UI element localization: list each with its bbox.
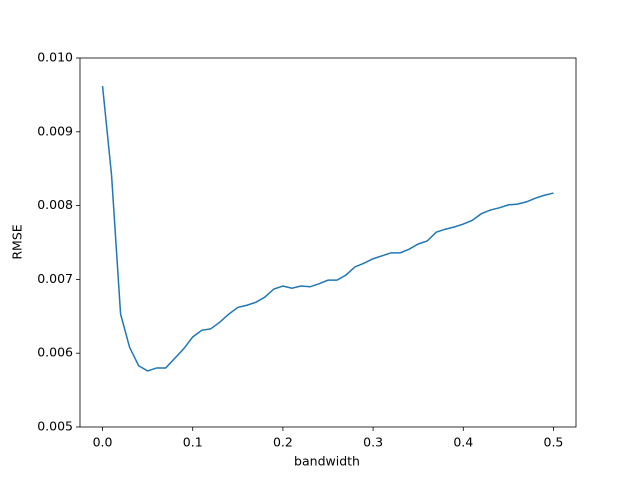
x-axis-label: bandwidth: [294, 454, 360, 469]
y-tick-label: 0.010: [37, 50, 73, 65]
y-tick-label: 0.008: [37, 197, 73, 212]
y-tick-label: 0.009: [37, 123, 73, 138]
x-tick-label: 0.3: [363, 435, 383, 450]
x-tick-label: 0.2: [273, 435, 293, 450]
x-tick-label: 0.4: [453, 435, 473, 450]
x-tick-label: 0.5: [544, 435, 564, 450]
x-tick-label: 0.1: [183, 435, 203, 450]
y-tick-label: 0.007: [37, 271, 73, 286]
y-axis-label: RMSE: [10, 224, 25, 259]
data-line: [101, 85, 554, 372]
plot-frame: [79, 57, 577, 428]
y-tick-label: 0.005: [37, 419, 73, 434]
y-tick-label: 0.006: [37, 345, 73, 360]
x-tick-label: 0.0: [93, 435, 113, 450]
